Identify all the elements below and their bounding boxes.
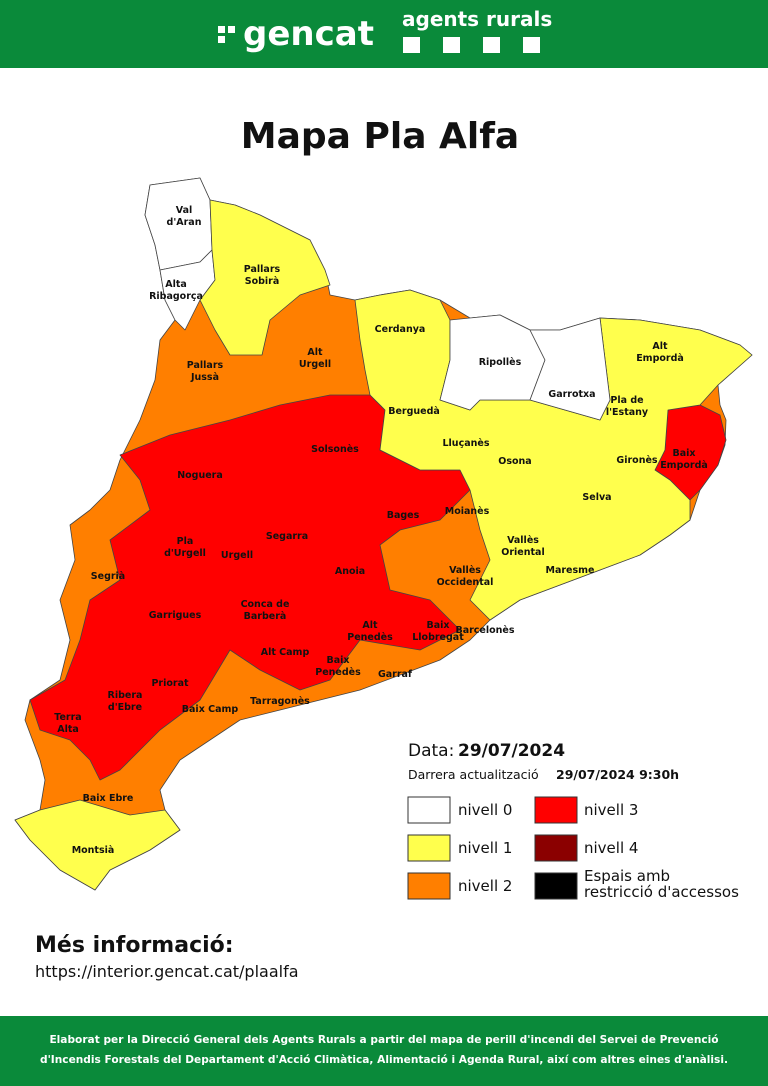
region-label: Alt [307, 347, 323, 358]
update-label: Darrera actualització [408, 767, 539, 782]
region-label: Cerdanya [375, 324, 426, 335]
region-label: Lluçanès [443, 438, 490, 449]
footer-bar [0, 1016, 768, 1086]
legend-label: nivell 1 [458, 839, 512, 857]
header-bar [0, 0, 768, 68]
region-label: Urgell [221, 550, 253, 561]
legend-swatch [407, 872, 451, 900]
region-label: l'Estany [606, 407, 649, 418]
region-label: Segrià [91, 571, 125, 582]
region-label: d'Urgell [164, 548, 206, 559]
legend-swatch [534, 796, 578, 824]
title: Mapa Pla Alfa [241, 116, 519, 157]
region-label: Empordà [660, 460, 708, 471]
brand: agents rurals [402, 7, 552, 31]
region-label: Baix [426, 620, 449, 631]
region-label: Vallès [507, 535, 539, 546]
region-label: Priorat [151, 678, 189, 689]
region-label: Baix [672, 448, 695, 459]
region-label: Anoia [335, 566, 365, 577]
date-label: Data: [408, 741, 454, 761]
legend-swatch [407, 796, 451, 824]
region-label: Noguera [177, 470, 223, 481]
region-label: Alta [57, 724, 79, 735]
legend-label: nivell 4 [584, 839, 638, 857]
legend-swatch [534, 872, 578, 900]
region-label: Tarragonès [250, 696, 310, 707]
region-label: Val [176, 205, 193, 216]
region-label: Alta [165, 279, 187, 290]
info-url[interactable]: https://interior.gencat.cat/plaalfa [35, 962, 299, 981]
region-label: Baix Ebre [83, 793, 134, 804]
zone-level-1 [14, 799, 181, 891]
region-label: Terra [54, 712, 81, 723]
region-label: Ripollès [479, 357, 522, 368]
region-label: Alt Camp [261, 647, 310, 658]
region-label: Segarra [266, 531, 308, 542]
logo: gencat [243, 14, 374, 54]
region-label: Conca de [241, 599, 290, 610]
legend-swatch [534, 834, 578, 862]
region-label: Berguedà [388, 406, 440, 417]
region-label: Ribera [108, 690, 143, 701]
region-label: Pallars [244, 264, 281, 275]
legend-label: nivell 3 [584, 801, 638, 819]
region-label: Baix Camp [182, 704, 239, 715]
legend: nivell 0 nivell 1 nivell 2 nivell 3 nivell 4… [407, 796, 739, 901]
region-label: Bages [387, 510, 420, 521]
footer-line: d'Incendis Forestals del Departament d'A… [40, 1054, 728, 1066]
legend-label: restricció d'accessos [584, 883, 739, 901]
region-label: d'Ebre [108, 702, 142, 713]
region-label: Ribagorça [149, 291, 203, 302]
map [14, 177, 753, 891]
region-label: Garraf [378, 669, 413, 680]
region-label: Jussà [190, 372, 219, 383]
region-label: Occidental [437, 577, 494, 588]
region-label: Vallès [449, 565, 481, 576]
region-label: Pla de [610, 395, 643, 406]
region-label: Gironès [616, 455, 657, 466]
region-label: Maresme [546, 565, 595, 576]
region-label: Selva [582, 492, 611, 503]
legend-label: nivell 0 [458, 801, 512, 819]
region-label: Barcelonès [455, 625, 514, 636]
region-label: Urgell [299, 359, 331, 370]
region-label: Garrigues [149, 610, 202, 621]
region-label: Penedès [315, 667, 361, 678]
logo-dots [218, 26, 235, 43]
region-label: Alt [362, 620, 378, 631]
update: 29/07/2024 9:30h [556, 767, 679, 782]
region-label: Sobirà [245, 276, 280, 287]
legend-label: nivell 2 [458, 877, 512, 895]
region-label: Solsonès [311, 444, 359, 455]
region-label: Empordà [636, 353, 684, 364]
date: 29/07/2024 [458, 741, 565, 761]
zone-level-0 [529, 317, 611, 421]
info-title: Més informació: [35, 933, 234, 958]
legend-label: Espais amb [584, 867, 670, 885]
region-label: Garrotxa [548, 389, 595, 400]
region-label: Pla [177, 536, 194, 547]
region-label: Penedès [347, 632, 393, 643]
region-label: Pallars [187, 360, 224, 371]
region-label: Baix [326, 655, 349, 666]
region-label: d'Aran [167, 217, 202, 228]
brand-squares [403, 37, 540, 53]
region-label: Alt [652, 341, 668, 352]
legend-swatch [407, 834, 451, 862]
region-label: Osona [498, 456, 531, 467]
footer-line: Elaborat per la Direcció General dels Ag… [49, 1034, 718, 1046]
region-label: Llobregat [412, 632, 464, 643]
region-label: Barberà [244, 611, 287, 622]
zone-level-1 [199, 199, 331, 356]
region-labels: Vald'AranAltaRibagorçaPallarsSobiràPalla… [54, 205, 708, 856]
region-label: Oriental [501, 547, 544, 558]
region-label: Moianès [445, 506, 490, 517]
region-label: Montsià [72, 845, 115, 856]
